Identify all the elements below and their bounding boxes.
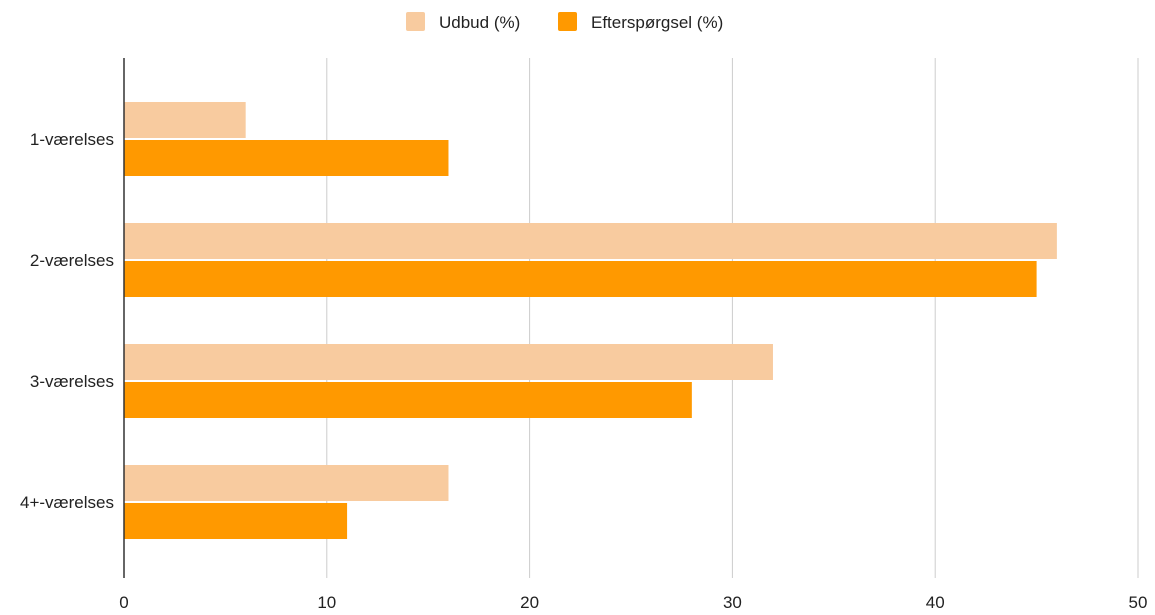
category-label: 1-værelses bbox=[30, 130, 114, 149]
x-tick-label: 20 bbox=[520, 593, 539, 612]
bar-udbud-2 bbox=[124, 344, 773, 380]
bar-udbud-1 bbox=[124, 223, 1057, 259]
x-tick-label: 40 bbox=[926, 593, 945, 612]
x-tick-label: 10 bbox=[317, 593, 336, 612]
category-labels: 1-værelses 2-værelses 3-værelses 4+-værelse… bbox=[20, 130, 114, 512]
bar-efterspoergsel-0 bbox=[124, 140, 449, 176]
x-tick-label: 50 bbox=[1129, 593, 1148, 612]
bar-efterspoergsel-2 bbox=[124, 382, 692, 418]
legend-label-efterspoergsel: Efterspørgsel (%) bbox=[591, 13, 723, 32]
category-label: 2-værelses bbox=[30, 251, 114, 270]
legend-label-udbud: Udbud (%) bbox=[439, 13, 520, 32]
category-label: 4+-værelses bbox=[20, 493, 114, 512]
bar-efterspoergsel-3 bbox=[124, 503, 348, 539]
bar-udbud-0 bbox=[124, 102, 246, 138]
x-tick-label: 30 bbox=[723, 593, 742, 612]
legend: Udbud (%) Efterspørgsel (%) bbox=[406, 12, 723, 32]
bars bbox=[124, 102, 1057, 539]
legend-swatch-udbud bbox=[406, 12, 425, 31]
bar-udbud-3 bbox=[124, 465, 449, 501]
bar-efterspoergsel-1 bbox=[124, 261, 1037, 297]
category-label: 3-værelses bbox=[30, 372, 114, 391]
legend-swatch-efterspoergsel bbox=[558, 12, 577, 31]
x-tick-label: 0 bbox=[119, 593, 128, 612]
tick-labels: 0 10 20 30 40 50 bbox=[119, 593, 1147, 612]
